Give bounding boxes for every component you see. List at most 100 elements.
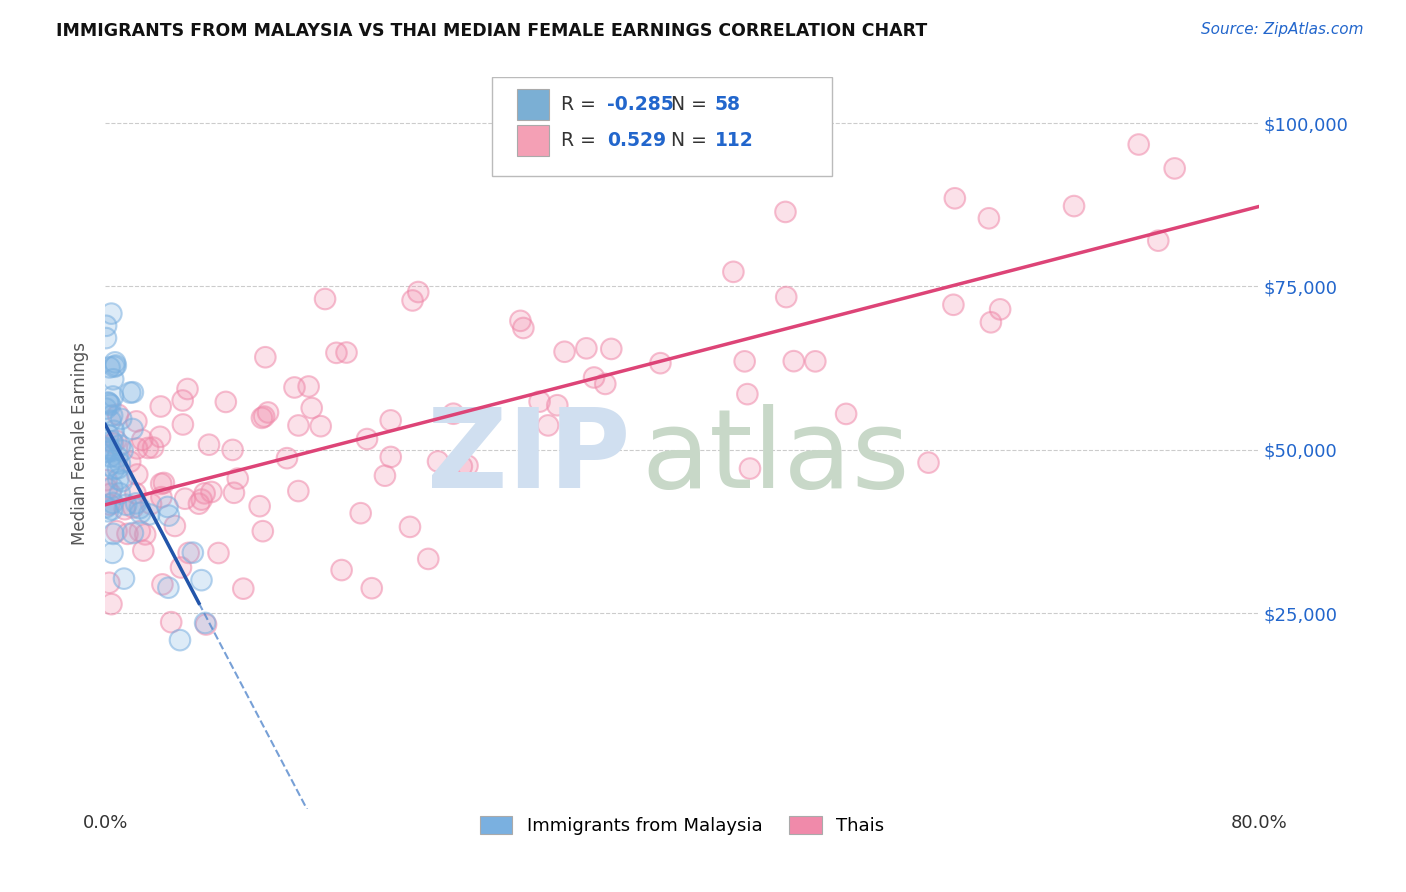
Point	[94, 500, 117, 515]
Point	[107, 408, 129, 422]
Point	[301, 401, 323, 415]
Point	[111, 474, 134, 488]
Point	[650, 356, 672, 370]
Point	[450, 459, 472, 474]
Point	[546, 398, 568, 412]
Point	[804, 354, 827, 368]
Point	[101, 434, 124, 449]
Point	[129, 506, 152, 520]
Point	[150, 476, 173, 491]
Point	[121, 422, 143, 436]
Point	[122, 500, 145, 515]
Point	[723, 265, 745, 279]
Point	[134, 527, 156, 541]
Point	[105, 434, 128, 448]
Text: R =: R =	[561, 95, 602, 114]
Point	[125, 414, 148, 428]
Point	[399, 520, 422, 534]
Point	[360, 581, 382, 595]
Point	[207, 546, 229, 560]
Point	[1163, 161, 1185, 176]
Text: 0.529: 0.529	[607, 131, 666, 150]
Point	[149, 400, 172, 414]
Point	[1163, 161, 1185, 176]
Point	[128, 501, 150, 516]
Point	[94, 331, 117, 345]
Point	[107, 461, 129, 475]
Point	[575, 341, 598, 355]
Point	[94, 331, 117, 345]
Point	[734, 354, 756, 368]
Point	[97, 428, 120, 442]
Point	[738, 461, 761, 475]
Point	[222, 485, 245, 500]
Point	[122, 385, 145, 400]
Point	[136, 441, 159, 455]
Point	[100, 487, 122, 501]
Point	[101, 436, 124, 450]
Y-axis label: Median Female Earnings: Median Female Earnings	[72, 342, 89, 545]
Point	[427, 454, 450, 468]
Point	[301, 401, 323, 415]
Point	[1128, 137, 1150, 152]
Point	[142, 441, 165, 455]
Point	[529, 394, 551, 409]
Point	[114, 502, 136, 516]
Point	[96, 473, 118, 487]
Point	[335, 345, 357, 359]
Point	[117, 526, 139, 541]
Point	[737, 387, 759, 401]
Point	[157, 508, 180, 523]
Point	[94, 500, 117, 515]
Point	[509, 314, 531, 328]
Point	[190, 573, 212, 587]
Text: IMMIGRANTS FROM MALAYSIA VS THAI MEDIAN FEMALE EARNINGS CORRELATION CHART: IMMIGRANTS FROM MALAYSIA VS THAI MEDIAN …	[56, 22, 928, 40]
Point	[512, 321, 534, 335]
Point	[98, 360, 121, 375]
Point	[943, 191, 966, 205]
Point	[169, 633, 191, 648]
Point	[943, 191, 966, 205]
Point	[124, 486, 146, 500]
Point	[177, 546, 200, 560]
Point	[103, 526, 125, 541]
Point	[108, 486, 131, 500]
Point	[100, 487, 122, 501]
Point	[101, 390, 124, 404]
Point	[174, 491, 197, 506]
Point	[100, 450, 122, 464]
Point	[356, 432, 378, 446]
Point	[122, 385, 145, 400]
Point	[101, 502, 124, 516]
Point	[98, 498, 121, 512]
Point	[257, 405, 280, 419]
Point	[97, 441, 120, 455]
Point	[194, 486, 217, 500]
Point	[738, 461, 761, 475]
Point	[132, 543, 155, 558]
Point	[176, 382, 198, 396]
Point	[276, 451, 298, 466]
Point	[100, 307, 122, 321]
Point	[187, 497, 209, 511]
Point	[252, 524, 274, 538]
Point	[101, 481, 124, 495]
Point	[980, 315, 1002, 329]
Point	[152, 577, 174, 591]
Point	[600, 342, 623, 356]
Point	[111, 474, 134, 488]
Text: R =: R =	[561, 131, 602, 150]
Point	[107, 472, 129, 486]
Point	[110, 412, 132, 426]
Point	[120, 455, 142, 469]
Point	[190, 492, 212, 507]
Point	[330, 563, 353, 577]
Point	[111, 443, 134, 458]
Point	[194, 486, 217, 500]
Point	[181, 546, 204, 560]
Point	[150, 490, 173, 504]
Point	[163, 519, 186, 533]
Point	[226, 472, 249, 486]
Point	[221, 442, 243, 457]
Text: 58: 58	[714, 95, 741, 114]
